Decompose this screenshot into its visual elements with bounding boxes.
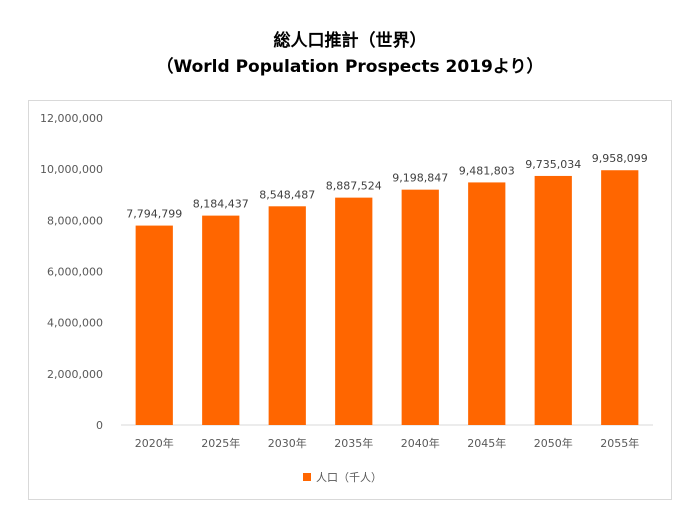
bar-chart: 0 2,000,000 4,000,000 6,000,000 8,000,000 10,… — [40, 112, 653, 484]
y-tick-label: 12,000,000 — [40, 112, 103, 125]
bar-value-label: 8,548,487 — [259, 188, 315, 201]
bar-value-label: 9,481,803 — [459, 164, 515, 177]
bar — [534, 175, 572, 425]
y-tick-label: 8,000,000 — [47, 214, 103, 227]
x-tick-label: 2050年 — [534, 436, 573, 450]
chart-area: 0 2,000,000 4,000,000 6,000,000 8,000,000 10,… — [28, 100, 672, 500]
y-tick-label: 6,000,000 — [47, 266, 103, 279]
x-tick-label: 2055年 — [600, 436, 639, 450]
x-tick-label: 2020年 — [135, 436, 174, 450]
bar-value-label: 9,198,847 — [392, 172, 448, 185]
bar — [601, 170, 639, 425]
bar — [401, 189, 439, 425]
x-tick-label: 2025年 — [201, 436, 240, 450]
bar-value-label: 8,184,437 — [193, 198, 249, 211]
bar-value-label: 9,735,034 — [525, 158, 581, 171]
x-tick-label: 2035年 — [334, 436, 373, 450]
y-tick-label: 10,000,000 — [40, 163, 103, 176]
data-labels: 7,794,799 8,184,437 8,548,487 8,887,524 9,19… — [126, 152, 647, 220]
bar-series — [135, 170, 639, 425]
legend: 人口（千人） — [303, 471, 382, 484]
bar — [268, 206, 306, 425]
y-tick-label: 2,000,000 — [47, 368, 103, 381]
y-tick-label: 4,000,000 — [47, 317, 103, 330]
x-tick-label: 2030年 — [268, 436, 307, 450]
chart-title: 総人口推計（世界） — [273, 31, 427, 51]
y-tick-label: 0 — [96, 419, 103, 432]
legend-swatch — [303, 473, 311, 481]
bar-value-label: 9,958,099 — [592, 152, 648, 165]
bar — [135, 225, 173, 425]
chart-subtitle: （World Population Prospects 2019より） — [156, 57, 544, 77]
bar — [202, 215, 240, 425]
x-tick-label: 2040年 — [401, 436, 440, 450]
bar-value-label: 8,887,524 — [326, 180, 382, 193]
x-tick-label: 2045年 — [467, 436, 506, 450]
bar-value-label: 7,794,799 — [126, 208, 182, 221]
bar — [335, 197, 373, 425]
bar — [468, 182, 506, 425]
legend-label: 人口（千人） — [316, 471, 382, 484]
y-axis: 0 2,000,000 4,000,000 6,000,000 8,000,000 10,… — [40, 112, 103, 432]
x-axis: 2020年 2025年 2030年 2035年 2040年 2045年 2050年 2055年 — [135, 436, 640, 450]
